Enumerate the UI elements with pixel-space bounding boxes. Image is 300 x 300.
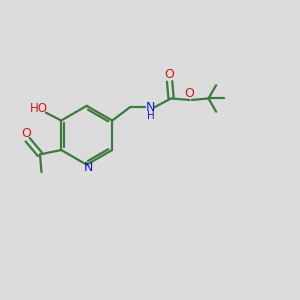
Text: O: O	[165, 68, 175, 81]
Text: N: N	[83, 160, 93, 174]
Text: O: O	[21, 127, 31, 140]
Text: O: O	[184, 87, 194, 100]
Text: HO: HO	[30, 102, 48, 115]
Text: N: N	[146, 101, 155, 114]
Text: H: H	[147, 110, 154, 121]
